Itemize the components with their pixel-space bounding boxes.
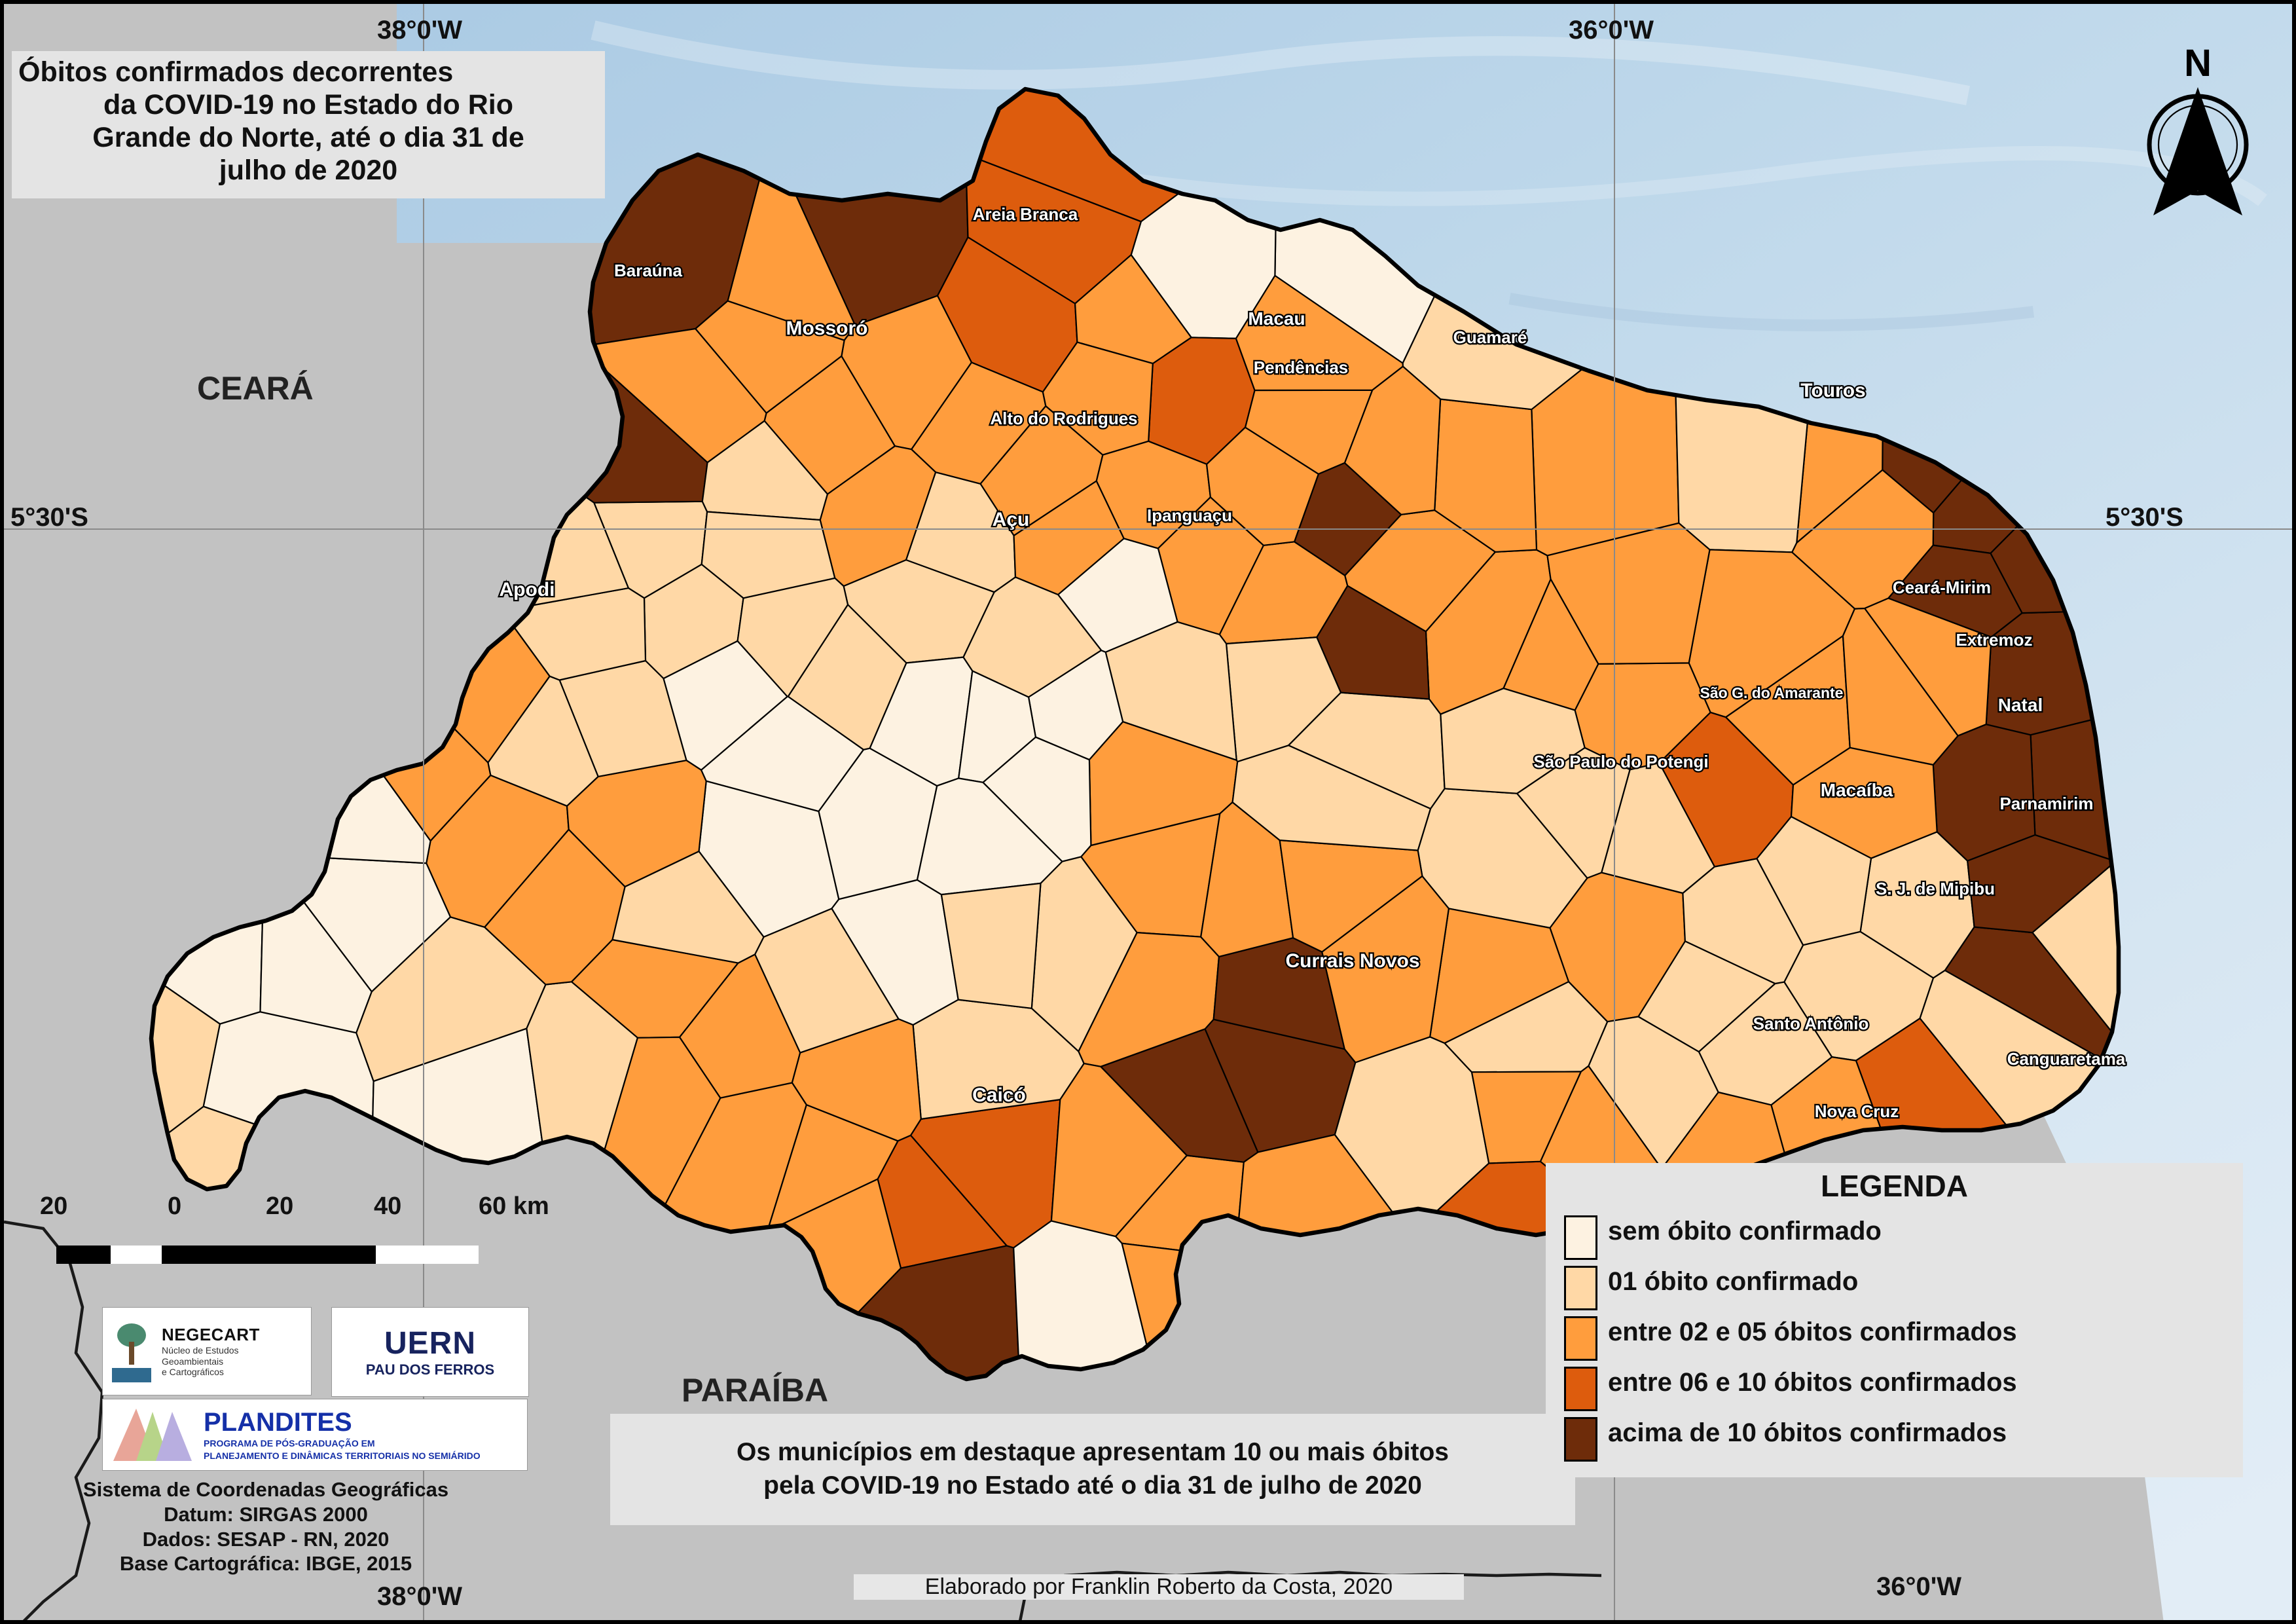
svg-text:Areia Branca: Areia Branca	[973, 204, 1078, 224]
svg-text:São G. do Amarante: São G. do Amarante	[1700, 684, 1844, 701]
svg-text:Canguaretama: Canguaretama	[2007, 1049, 2126, 1069]
svg-text:Natal: Natal	[1998, 695, 2043, 715]
svg-text:Extremoz: Extremoz	[1956, 630, 2032, 650]
svg-text:Pendências: Pendências	[1254, 358, 1349, 377]
svg-text:Macaíba: Macaíba	[1821, 780, 1893, 800]
svg-text:Santo Antônio: Santo Antônio	[1753, 1014, 1869, 1033]
svg-text:Baraúna: Baraúna	[614, 261, 683, 280]
svg-text:Touros: Touros	[1800, 380, 1865, 401]
svg-text:São Paulo do Potengi: São Paulo do Potengi	[1533, 752, 1708, 771]
svg-text:N: N	[2184, 42, 2212, 84]
svg-text:Ipanguaçu: Ipanguaçu	[1147, 506, 1232, 525]
svg-text:Apodi: Apodi	[500, 579, 555, 600]
svg-text:Macau: Macau	[1248, 308, 1305, 329]
svg-text:Alto do Rodrigues: Alto do Rodrigues	[990, 409, 1137, 428]
svg-text:Guamaré: Guamaré	[1453, 327, 1527, 347]
svg-text:Ceará-Mirim: Ceará-Mirim	[1893, 578, 1991, 597]
svg-text:Caicó: Caicó	[972, 1084, 1026, 1106]
svg-text:Açu: Açu	[993, 509, 1030, 530]
svg-text:Nova Cruz: Nova Cruz	[1815, 1101, 1899, 1121]
svg-text:Parnamirim: Parnamirim	[1999, 794, 2093, 813]
svg-text:Currais Novos: Currais Novos	[1285, 950, 1419, 972]
svg-text:Mossoró: Mossoró	[786, 318, 867, 339]
svg-text:S. J. de Mipibu: S. J. de Mipibu	[1876, 879, 1995, 898]
